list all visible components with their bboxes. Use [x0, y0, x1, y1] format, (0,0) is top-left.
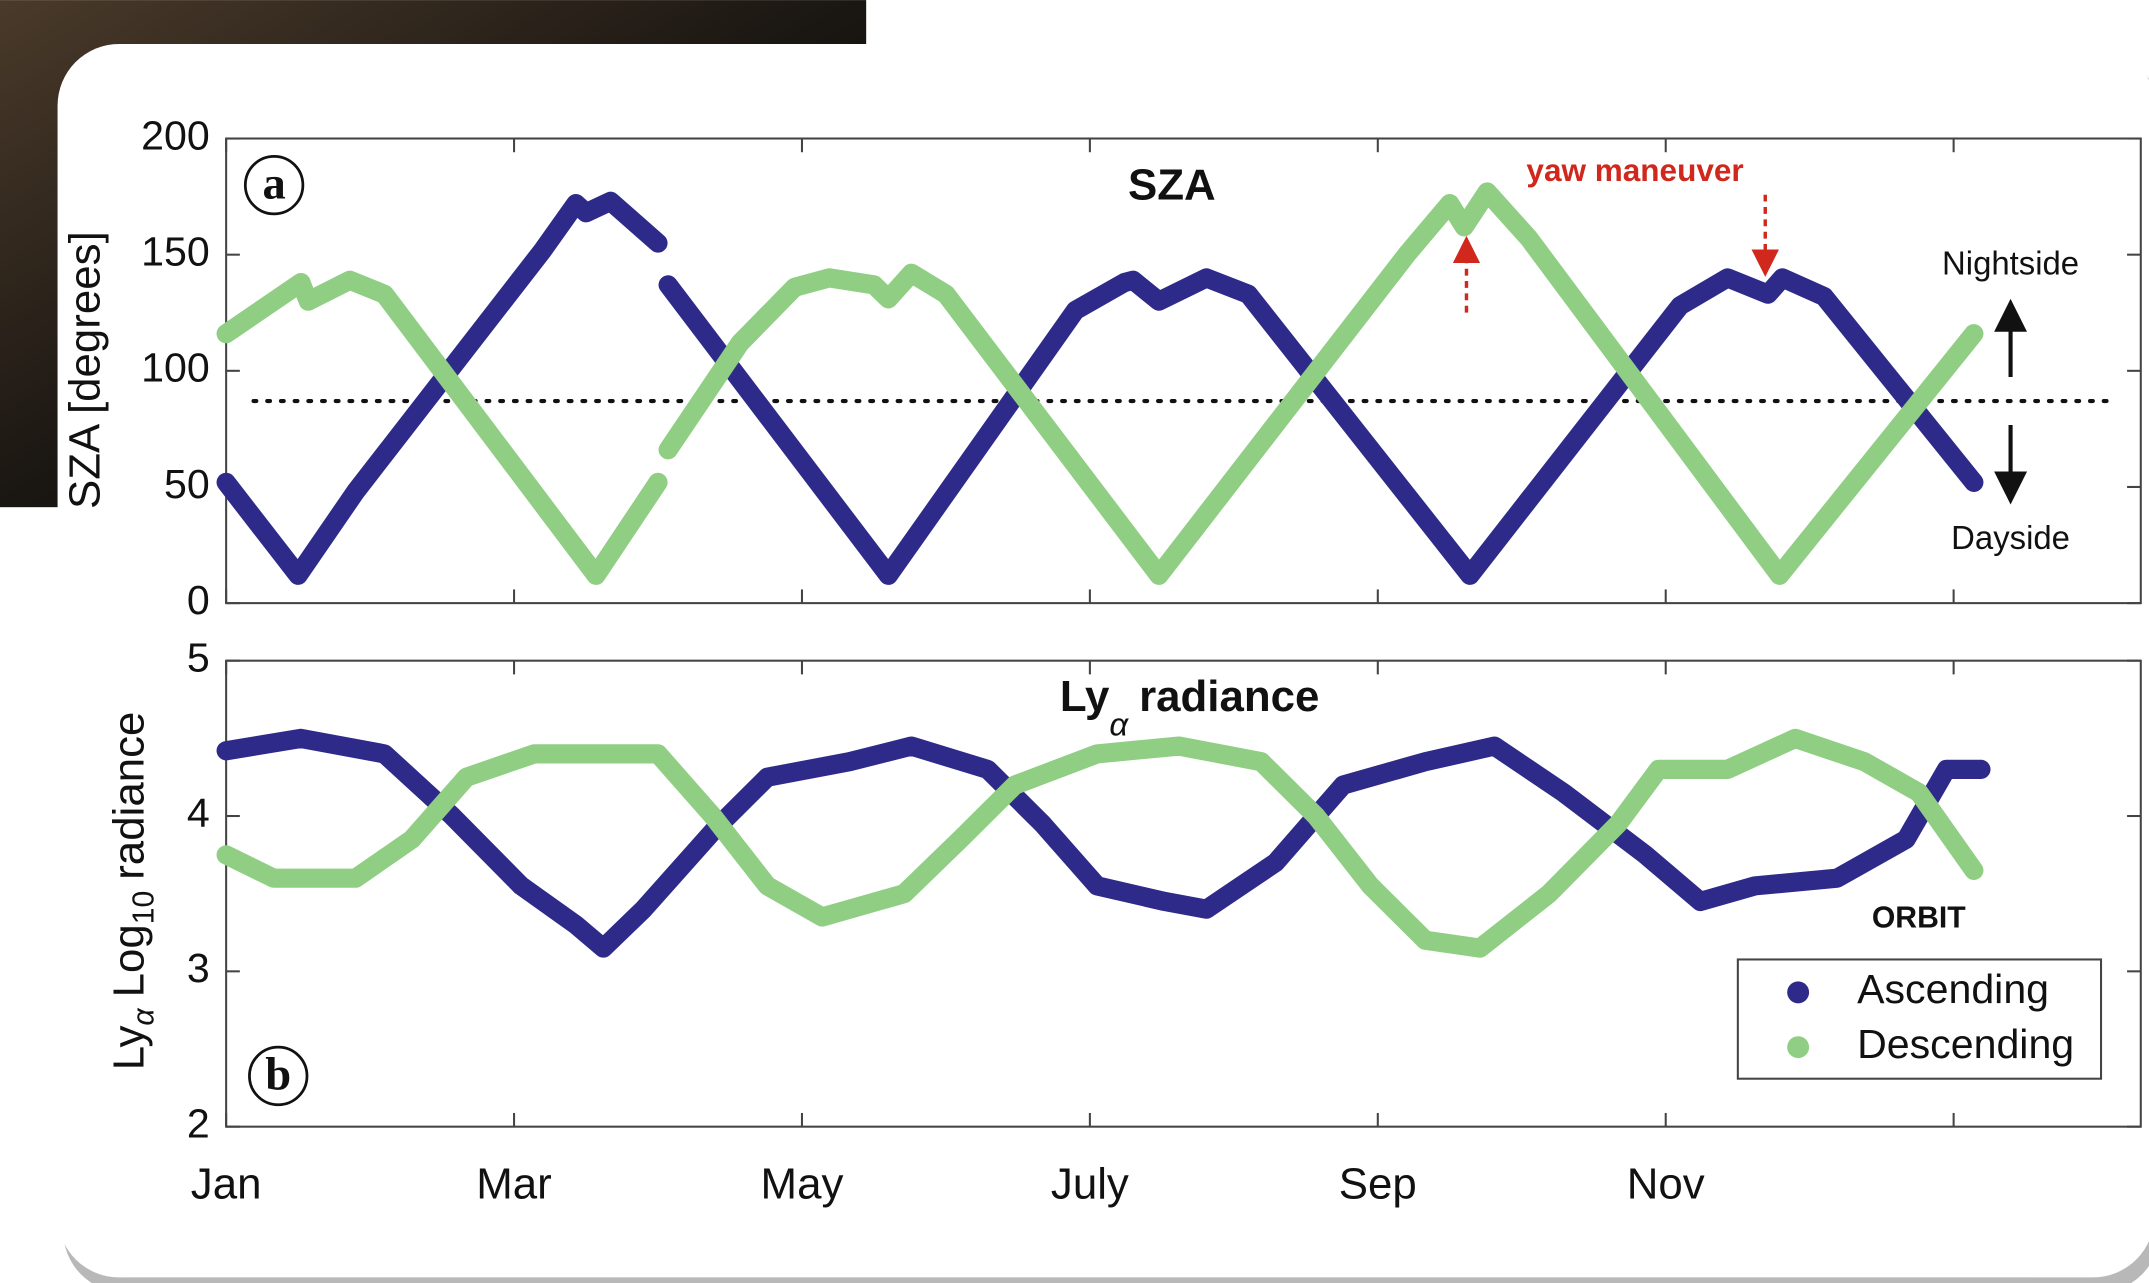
y-tick-label: 200 — [141, 112, 210, 158]
plot-area: 0 50 100 150 200 2 3 4 5 Jan Mar May July Sep Nov Ascen… — [141, 112, 2141, 1208]
y-tick-label: 100 — [141, 345, 210, 391]
y-tick-label: 4 — [187, 790, 210, 836]
x-tick-label: Mar — [476, 1160, 552, 1209]
legend-label: Ascending — [1857, 966, 2049, 1012]
y-tick-label: 5 — [187, 635, 210, 681]
label-part: Ly — [104, 1026, 153, 1071]
x-tick-label: Nov — [1627, 1160, 1705, 1209]
label-subscript: α — [127, 1008, 160, 1026]
title-subscript: α — [1109, 705, 1129, 742]
page: 0 50 100 150 200 2 3 4 5 Jan Mar May July Sep Nov Ascen… — [0, 0, 2149, 1283]
x-tick-label: July — [1051, 1160, 1129, 1209]
y-tick-label: 150 — [141, 229, 210, 275]
title-part: radiance — [1139, 672, 1319, 721]
x-tick-label: May — [761, 1160, 844, 1209]
label-part: radiance — [104, 712, 153, 880]
chart-title: SZA — [1128, 160, 1216, 209]
panel-label: a — [262, 158, 285, 210]
label-part: Log — [104, 924, 153, 997]
annotation: ORBIT — [1872, 902, 1966, 935]
screenshot: 0 50 100 150 200 2 3 4 5 Jan Mar May July Sep Nov Ascen… — [0, 0, 2149, 1283]
side-label: Dayside — [1951, 519, 2070, 556]
y-tick-label: 50 — [164, 461, 210, 507]
y-tick-label: 2 — [187, 1101, 210, 1147]
side-label: Nightside — [1942, 245, 2079, 282]
legend-marker — [1787, 981, 1809, 1003]
x-tick-label: Jan — [191, 1160, 262, 1209]
legend-marker — [1787, 1036, 1809, 1058]
x-tick-label: Sep — [1339, 1160, 1417, 1209]
y-tick-label: 0 — [187, 577, 210, 623]
title-part: Ly — [1060, 672, 1110, 721]
annotation: yaw maneuver — [1526, 152, 1743, 188]
label-subscript: 10 — [127, 891, 160, 925]
legend-label: Descending — [1857, 1021, 2074, 1067]
y-tick-label: 3 — [187, 945, 210, 991]
y-axis-label: SZA [degrees] — [60, 231, 109, 509]
panel-label: b — [265, 1048, 291, 1100]
